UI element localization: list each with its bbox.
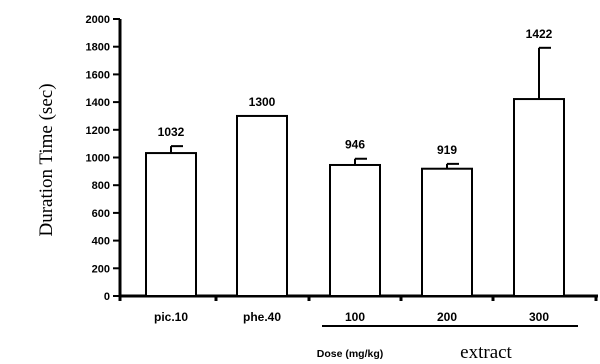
x-axis-label: Dose (mg/kg) (317, 348, 384, 360)
y-tick-label-1800: 1800 (86, 42, 110, 54)
y-tick-label-400: 400 (92, 236, 110, 248)
y-tick-label-1600: 1600 (86, 69, 110, 81)
data-label-100: 946 (345, 138, 365, 152)
y-tick-label-0: 0 (104, 291, 110, 303)
y-tick-label-1400: 1400 (86, 97, 110, 109)
data-label-300: 1422 (526, 27, 553, 41)
y-tick-label-2000: 2000 (86, 14, 110, 26)
bar-phe.40 (236, 114, 288, 297)
category-label-300: 300 (529, 310, 549, 324)
labels-layer: 0 200 400 600 800 1000 1200 1400 1600 1800 2000 103… (86, 14, 553, 324)
data-label-phe.40: 1300 (249, 95, 276, 109)
bar-pic.10 (145, 152, 197, 297)
category-label-phe.40: phe.40 (243, 310, 281, 324)
y-tick-label-200: 200 (92, 263, 110, 275)
y-tick-label-1200: 1200 (86, 125, 110, 137)
category-label-100: 100 (345, 310, 365, 324)
data-label-200: 919 (437, 143, 457, 157)
y-tick-label-800: 800 (92, 180, 110, 192)
category-label-200: 200 (437, 310, 457, 324)
bar-100 (329, 163, 381, 297)
bar-300 (513, 98, 565, 298)
group-label-extract: extract (460, 342, 512, 363)
y-tick-label-600: 600 (92, 208, 110, 220)
category-label-pic.10: pic.10 (154, 310, 188, 324)
y-tick-label-1000: 1000 (86, 153, 110, 165)
bars-layer (145, 46, 565, 298)
data-label-pic.10: 1032 (158, 125, 185, 139)
y-axis-label: Duration Time (sec) (36, 83, 57, 236)
bar-200 (421, 167, 473, 298)
